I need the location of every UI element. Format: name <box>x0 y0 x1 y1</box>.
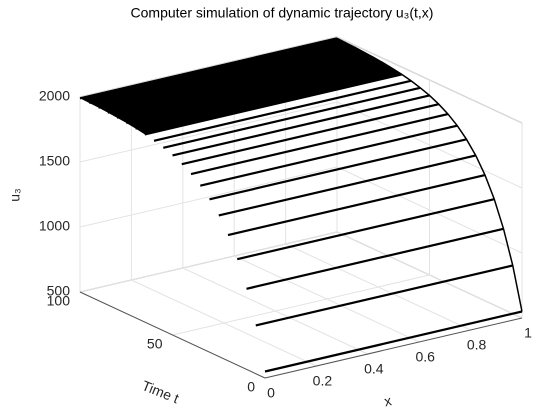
mesh-line <box>162 86 421 149</box>
surface-patch <box>89 42 356 108</box>
t-tick-label: 50 <box>147 336 163 352</box>
mesh-line <box>172 94 430 157</box>
z-grid-line <box>79 166 338 228</box>
x-tick-label: 0.6 <box>415 349 435 365</box>
mesh-line <box>79 37 338 100</box>
t-grid-line <box>79 231 338 293</box>
x-tick-label: 0.2 <box>313 373 333 389</box>
x-tick-label: 0.4 <box>364 361 384 377</box>
mesh-line <box>98 46 356 109</box>
t-tick-label: 0 <box>247 379 255 395</box>
z-tick-label: 2000 <box>39 88 70 104</box>
x-axis <box>264 317 523 379</box>
mesh-line <box>199 124 458 187</box>
t-tick-label: 100 <box>47 293 71 309</box>
mesh-line <box>246 227 504 290</box>
surface-patch <box>126 62 393 129</box>
mesh-line <box>116 56 375 119</box>
mesh-line <box>153 79 412 142</box>
z-axis-label: u₃ <box>7 188 23 202</box>
x-tick-label: 1 <box>524 325 532 341</box>
mesh-line <box>107 51 366 114</box>
surface-patch <box>80 38 347 103</box>
mesh-line <box>236 198 495 261</box>
z-grid-line <box>79 101 338 163</box>
x-tick-label: 0.8 <box>467 337 487 353</box>
surface-edge <box>336 37 523 312</box>
t-axis <box>79 291 266 379</box>
surface-patch <box>98 47 365 113</box>
z-grid-line <box>79 36 338 98</box>
mesh-line <box>264 310 523 373</box>
z-tick-label: 500 <box>47 283 71 299</box>
mesh-line <box>209 138 467 201</box>
surface-patch <box>117 57 384 123</box>
surface-patch <box>135 68 402 135</box>
z-tick-label: 1500 <box>39 153 70 169</box>
mesh-line <box>218 154 477 217</box>
mesh-line <box>144 73 403 136</box>
surface-patch <box>107 52 374 118</box>
mesh-line <box>135 67 393 130</box>
mesh-line <box>125 61 384 124</box>
mesh-line <box>88 41 347 105</box>
mesh-line <box>181 103 440 166</box>
z-tick-label: 1000 <box>39 218 70 234</box>
mesh-line <box>255 264 514 327</box>
x-tick-label: 0 <box>267 385 275 401</box>
chart-title: Computer simulation of dynamic trajector… <box>131 5 434 21</box>
mesh-line <box>227 174 486 237</box>
x-axis-label: x <box>383 392 393 409</box>
t-grid-line <box>172 274 430 336</box>
mesh-line <box>190 113 449 176</box>
